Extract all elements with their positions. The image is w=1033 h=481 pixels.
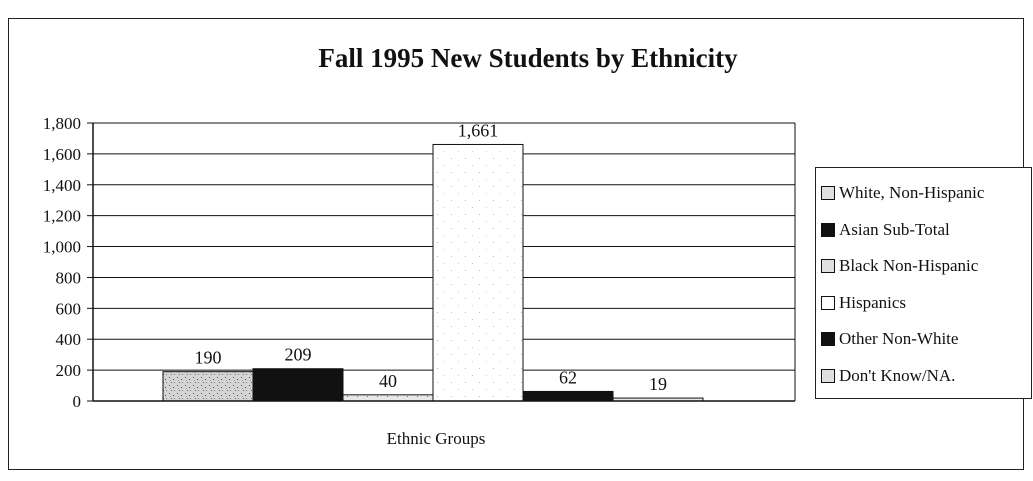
bar <box>522 390 614 402</box>
legend-swatch <box>821 186 835 201</box>
legend-swatch <box>821 332 835 347</box>
legend-swatch <box>821 295 835 310</box>
legend-item: Black Non-Hispanic <box>821 248 1031 285</box>
y-tick-label: 0 <box>73 392 82 411</box>
y-tick-label: 600 <box>56 299 82 318</box>
legend-item: Hispanics <box>821 285 1031 322</box>
axes <box>87 122 796 402</box>
y-tick-label: 400 <box>56 330 82 349</box>
data-labels: 190 209 40 1,661 62 19 <box>195 120 668 394</box>
legend-item: Asian Sub-Total <box>821 212 1031 249</box>
bar <box>432 143 524 402</box>
bar-value-label: 40 <box>379 371 397 391</box>
y-tick-label: 1,200 <box>43 207 81 226</box>
legend-swatch <box>821 259 835 274</box>
x-axis-label: Ethnic Groups <box>387 429 486 448</box>
y-tick-label: 1,400 <box>43 176 81 195</box>
chart-title: Fall 1995 New Students by Ethnicity <box>318 43 738 73</box>
legend-item: Other Non-White <box>821 321 1031 358</box>
y-axis-tick-labels: 1,800 1,600 1,400 1,200 1,000 800 600 400 200 0 <box>43 114 81 411</box>
bar-value-label: 209 <box>285 345 312 365</box>
y-tick-label: 1,800 <box>43 114 81 133</box>
bars <box>162 143 704 402</box>
y-tick-label: 800 <box>56 268 82 287</box>
bar-value-label: 1,661 <box>458 120 499 140</box>
legend-item: White, Non-Hispanic <box>821 175 1031 212</box>
bar-value-label: 190 <box>195 348 222 368</box>
legend-swatch <box>821 222 835 237</box>
legend: White, Non-Hispanic Asian Sub-Total Black … <box>815 167 1032 399</box>
bar <box>252 368 344 402</box>
bar-value-label: 62 <box>559 367 577 387</box>
legend-label: Hispanics <box>839 292 907 312</box>
legend-label: White, Non-Hispanic <box>839 183 985 203</box>
bar <box>162 371 254 402</box>
y-tick-label: 1,000 <box>43 238 81 257</box>
legend-item: Don't Know/NA. <box>821 358 1031 395</box>
legend-label: Other Non-White <box>839 329 959 349</box>
bar-value-label: 19 <box>649 374 667 394</box>
legend-label: Asian Sub-Total <box>839 219 950 239</box>
legend-swatch <box>821 368 835 383</box>
legend-label: Black Non-Hispanic <box>839 256 979 276</box>
y-tick-label: 1,600 <box>43 145 81 164</box>
legend-label: Don't Know/NA. <box>839 365 956 385</box>
bar <box>342 394 434 402</box>
y-tick-label: 200 <box>56 361 82 380</box>
